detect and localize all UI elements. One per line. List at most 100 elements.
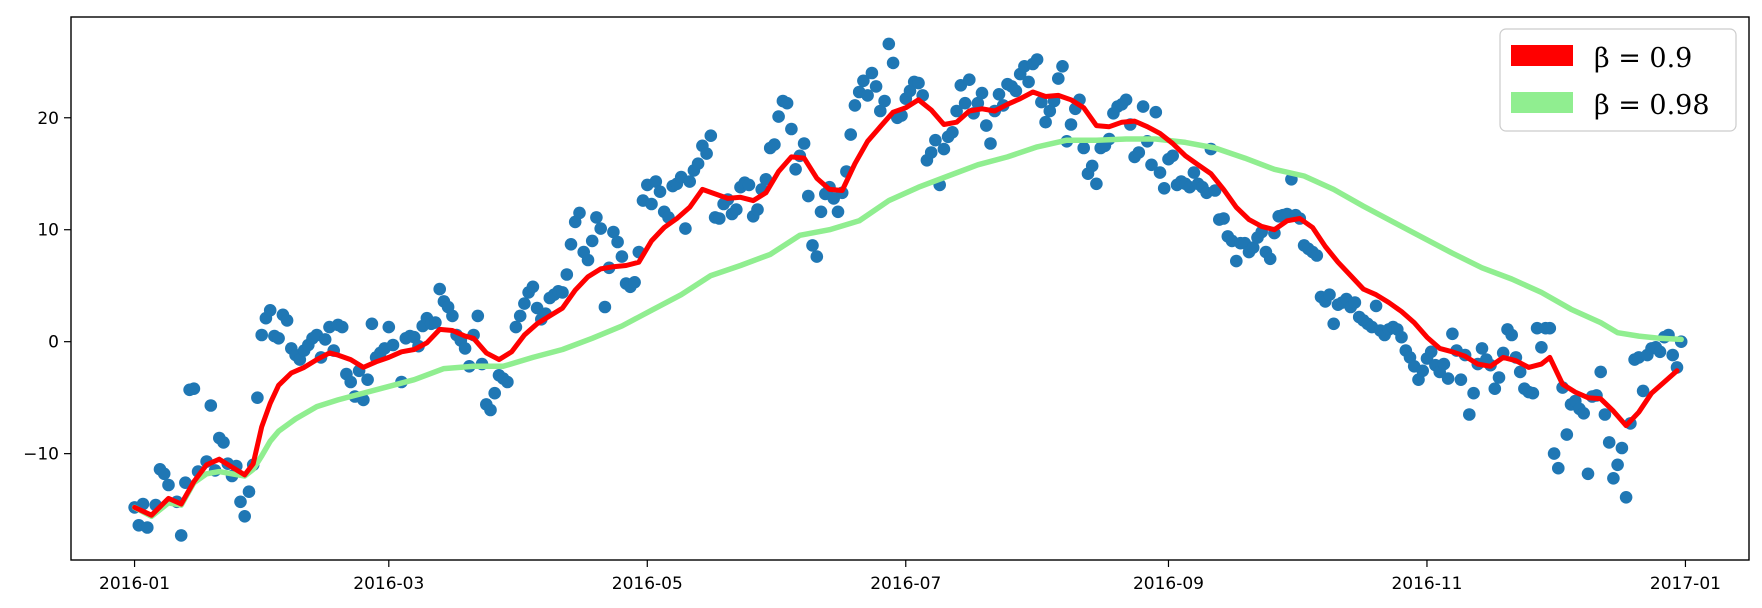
scatter-point <box>255 328 268 342</box>
scatter-point <box>848 99 862 112</box>
scatter-point <box>1136 100 1150 113</box>
scatter-point <box>518 297 531 310</box>
scatter-point <box>1064 118 1078 131</box>
y-axis: −10 0 10 20 <box>23 109 71 465</box>
scatter-point <box>886 56 900 70</box>
scatter-point <box>704 129 718 142</box>
scatter-point <box>691 157 705 170</box>
scatter-point <box>484 403 497 417</box>
scatter-point <box>869 80 883 93</box>
scatter-point <box>162 478 175 492</box>
scatter-point <box>1547 447 1561 460</box>
scatter-point <box>1577 407 1590 420</box>
scatter-point <box>1441 372 1455 385</box>
scatter-point <box>1369 299 1383 313</box>
scatter-point <box>971 96 985 110</box>
scatter-point <box>488 386 502 400</box>
scatter-point <box>509 320 523 334</box>
scatter-point <box>1119 93 1133 107</box>
scatter-point <box>751 203 764 216</box>
scatter-point <box>1030 53 1044 66</box>
scatter-point <box>174 529 188 542</box>
scatter-point <box>1323 288 1336 302</box>
scatter-point <box>1607 472 1620 485</box>
scatter-point <box>598 300 612 314</box>
scatter-point <box>581 253 595 267</box>
scatter-point <box>280 314 294 327</box>
scatter-point <box>1208 184 1222 197</box>
scatter-point <box>1424 345 1438 359</box>
scatter-point <box>713 212 726 225</box>
scatter-point <box>679 222 692 235</box>
scatter-point <box>1467 386 1480 400</box>
x-tick-label: 2016-01 <box>99 574 170 594</box>
scatter-point <box>1056 60 1069 73</box>
scatter-point <box>429 316 442 329</box>
scatter-point <box>1488 382 1502 396</box>
scatter-point <box>1230 254 1243 268</box>
series-line-beta-0.9 <box>132 89 1680 518</box>
scatter-point <box>1416 364 1429 378</box>
scatter-point <box>365 317 379 331</box>
x-axis: 2016-01 2016-03 2016-05 2016-07 2016-09 2016-… <box>99 560 1721 594</box>
scatter-point <box>1157 182 1171 195</box>
scatter-point <box>513 309 527 323</box>
scatter-point <box>984 137 997 150</box>
scatter-point <box>458 342 472 355</box>
scatter-point <box>759 173 773 186</box>
x-tick-label: 2016-11 <box>1391 574 1462 594</box>
scatter-point <box>446 309 459 323</box>
scatter-point <box>1560 428 1574 441</box>
scatter-point <box>361 373 374 387</box>
scatter-point <box>1145 158 1158 172</box>
scatter-point <box>1153 166 1167 179</box>
legend-swatch-beta-0.98 <box>1511 92 1573 113</box>
y-tick-label: −10 <box>23 445 59 465</box>
scatter-point <box>814 205 828 219</box>
scatter-point <box>573 206 586 220</box>
scatter-point <box>882 37 896 51</box>
legend: β = 0.9 β = 0.98 <box>1499 28 1737 132</box>
scatter-point <box>1666 348 1679 362</box>
x-tick-label: 2016-07 <box>870 574 941 594</box>
plot-frame <box>70 16 1750 561</box>
legend-swatch-beta-0.9 <box>1511 45 1573 66</box>
scatter-point <box>700 147 713 160</box>
scatter-point <box>772 110 785 123</box>
scatter-point <box>844 128 857 141</box>
scatter-point <box>730 203 743 216</box>
scatter-point <box>1437 357 1451 371</box>
scatter-point <box>615 250 629 263</box>
scatter-point <box>560 268 574 281</box>
scatter-point <box>1310 249 1324 262</box>
x-tick-label: 2017-01 <box>1650 574 1721 594</box>
scatter-point <box>1348 296 1362 309</box>
scatter-point <box>806 239 819 252</box>
scatter-point <box>789 163 802 176</box>
scatter-point <box>607 225 620 239</box>
scatter-point <box>1535 341 1548 354</box>
scatter-point <box>1327 317 1340 331</box>
scatter-point <box>234 495 247 509</box>
scatter-point <box>649 175 663 188</box>
scatter-point <box>912 76 925 90</box>
scatter-point <box>1085 159 1099 173</box>
scatter-point <box>1395 330 1408 344</box>
scatter-point <box>179 476 192 490</box>
scatter-point <box>980 119 993 132</box>
scatter-point <box>1446 327 1459 341</box>
scatter-point <box>768 138 781 151</box>
scatter-point <box>865 66 879 80</box>
scatter-point <box>1166 149 1179 163</box>
scatter-point <box>958 96 972 110</box>
scatter-point <box>1611 458 1624 472</box>
scatter-point <box>1217 212 1230 225</box>
scatter-point <box>1022 75 1035 89</box>
scatter-point <box>1043 104 1057 118</box>
scatter-point <box>272 332 285 345</box>
scatter-point <box>785 122 798 136</box>
scatter-point <box>344 375 358 389</box>
scatter-point <box>1619 491 1633 504</box>
scatter-point <box>1039 115 1052 129</box>
